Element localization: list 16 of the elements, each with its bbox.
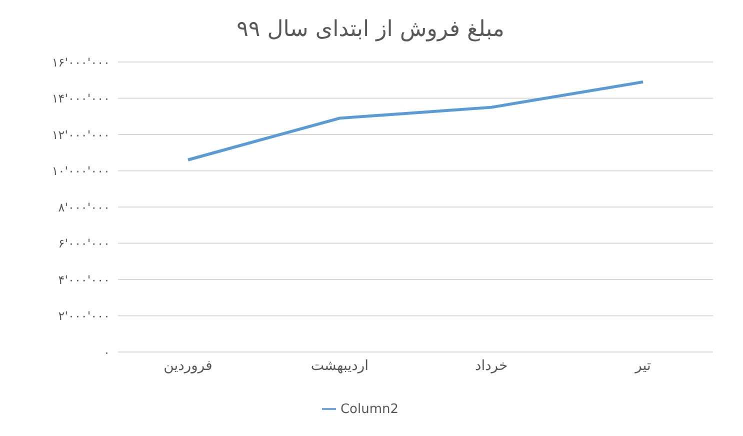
- y-tick-label: ۱۴'۰۰۰'۰۰۰: [52, 92, 110, 106]
- chart-title: مبلغ فروش از ابتدای سال ۹۹: [236, 16, 506, 44]
- x-tick-label: خرداد: [474, 358, 508, 374]
- y-tick-label: ۰: [104, 345, 110, 360]
- y-tick-label: ۶'۰۰۰'۰۰۰: [58, 236, 110, 251]
- x-tick-label: تیر: [634, 358, 652, 374]
- x-tick-label: فروردین: [164, 358, 212, 374]
- x-tick-label: اردیبهشت: [310, 358, 369, 374]
- y-tick-label: ۱۲'۰۰۰'۰۰۰: [52, 128, 110, 142]
- y-tick-label: ۱۶'۰۰۰'۰۰۰: [52, 55, 110, 70]
- line-series: [186, 80, 644, 162]
- legend-label: Column2: [340, 402, 399, 417]
- y-tick-label: ۲'۰۰۰'۰۰۰: [58, 309, 110, 324]
- y-tick-label: ۴'۰۰۰'۰۰۰: [58, 272, 110, 287]
- y-tick-label: ۸'۰۰۰'۰۰۰: [58, 200, 110, 214]
- y-tick-label: ۱۰'۰۰۰'۰۰۰: [52, 164, 110, 178]
